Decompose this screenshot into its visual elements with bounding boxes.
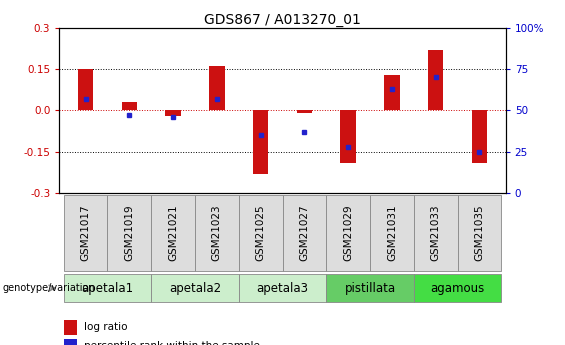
Text: genotype/variation: genotype/variation	[3, 283, 95, 293]
Text: percentile rank within the sample: percentile rank within the sample	[84, 341, 260, 345]
Text: GSM21033: GSM21033	[431, 205, 441, 261]
Text: apetala1: apetala1	[81, 282, 133, 295]
Text: GSM21031: GSM21031	[387, 205, 397, 261]
Bar	[472, 110, 487, 163]
Bar	[121, 102, 137, 110]
Text: GSM21021: GSM21021	[168, 205, 178, 261]
Text: apetala2: apetala2	[169, 282, 221, 295]
Bar	[151, 274, 239, 302]
Text: GSM21025: GSM21025	[255, 205, 266, 261]
Bar	[297, 110, 312, 113]
Bar	[239, 274, 326, 302]
Bar	[239, 195, 282, 271]
Bar	[64, 339, 77, 345]
Bar	[166, 110, 181, 116]
Bar	[458, 195, 501, 271]
Bar	[428, 50, 444, 110]
Bar	[384, 75, 399, 110]
Bar	[414, 274, 501, 302]
Bar	[253, 110, 268, 174]
Text: GSM21017: GSM21017	[81, 205, 90, 261]
Text: GSM21023: GSM21023	[212, 205, 222, 261]
Text: GSM21029: GSM21029	[343, 205, 353, 261]
Text: apetala3: apetala3	[257, 282, 308, 295]
Text: pistillata: pistillata	[345, 282, 395, 295]
Bar	[326, 195, 370, 271]
Title: GDS867 / A013270_01: GDS867 / A013270_01	[204, 12, 361, 27]
Text: GSM21035: GSM21035	[475, 205, 484, 261]
Bar	[326, 274, 414, 302]
Bar	[341, 110, 356, 163]
Text: GSM21027: GSM21027	[299, 205, 310, 261]
Bar	[107, 195, 151, 271]
Text: GSM21019: GSM21019	[124, 205, 134, 261]
Bar	[64, 320, 77, 335]
Bar	[151, 195, 195, 271]
Bar	[195, 195, 239, 271]
Bar	[370, 195, 414, 271]
Text: agamous: agamous	[431, 282, 485, 295]
Bar	[282, 195, 326, 271]
Bar	[78, 69, 93, 110]
Text: log ratio: log ratio	[84, 323, 127, 332]
Bar	[414, 195, 458, 271]
Bar	[209, 66, 224, 110]
Bar	[64, 195, 107, 271]
Bar	[64, 274, 151, 302]
